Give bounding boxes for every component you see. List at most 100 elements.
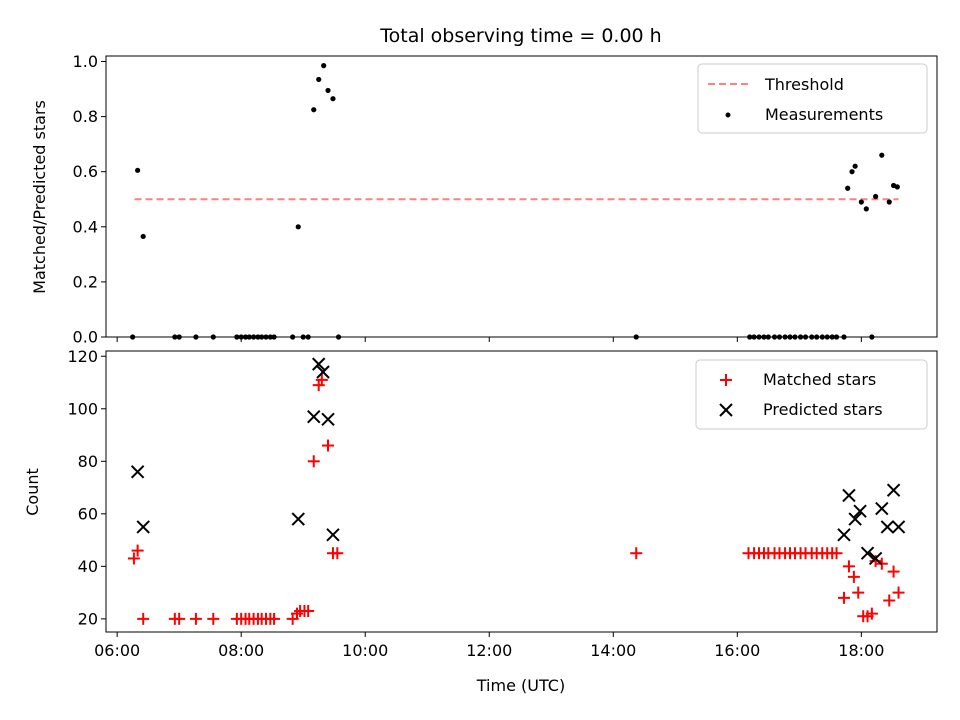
x-tick-label: 16:00 <box>714 641 760 660</box>
bottom-ytick-label: 80 <box>78 452 98 471</box>
matched-star-point <box>307 455 320 468</box>
predicted-star-stroke-b <box>307 409 321 424</box>
matched-star-point <box>887 565 900 578</box>
legend-threshold-label: Threshold <box>764 75 844 94</box>
legend-measurements-swatch <box>725 112 731 118</box>
x-tick-label: 18:00 <box>838 641 884 660</box>
chart-title: Total observing time = 0.00 h <box>379 25 661 47</box>
measurement-point <box>894 184 900 190</box>
matched-star-point <box>322 439 335 452</box>
measurement-point <box>886 199 892 205</box>
bottom-ytick-label: 40 <box>78 557 98 576</box>
matched-star-point <box>173 612 186 625</box>
top-ytick-label: 0.2 <box>73 272 98 291</box>
predicted-star-stroke-b <box>891 520 906 534</box>
predicted-star-stroke-b <box>853 504 867 518</box>
measurement-point <box>849 169 855 175</box>
predicted-star-point <box>848 512 862 526</box>
matched-star-point <box>127 552 140 565</box>
legend-measurements-label: Measurements <box>765 105 883 124</box>
predicted-star-point <box>868 551 883 566</box>
predicted-star-stroke-b <box>326 528 340 542</box>
matched-star-point <box>865 607 878 620</box>
matched-star-point <box>830 547 843 560</box>
bottom-legend: Matched stars Predicted stars <box>695 359 928 430</box>
matched-star-point <box>302 604 315 617</box>
legend-matched-swatch <box>720 374 732 386</box>
bottom-plot-marks <box>127 357 906 625</box>
x-tick-label: 10:00 <box>342 641 388 660</box>
predicted-star-stroke-b <box>316 365 330 379</box>
measurement-point <box>316 76 322 83</box>
matched-star-point <box>137 612 150 625</box>
measurement-point <box>140 233 146 240</box>
predicted-star-point <box>307 409 321 424</box>
predicted-star-stroke-b <box>860 546 875 560</box>
predicted-star-stroke-b <box>842 488 856 503</box>
matched-star-point <box>847 570 860 583</box>
matched-star-point <box>331 547 344 560</box>
predicted-star-stroke-b <box>136 520 150 534</box>
predicted-star-point <box>136 520 150 534</box>
matched-star-point <box>837 591 850 604</box>
bottom-ytick-label: 120 <box>67 347 98 366</box>
top-panel: 0.0 0.2 0.4 0.6 0.8 1.0 Matched/Predicted sta… <box>30 52 938 347</box>
legend-predicted-label: Predicted stars <box>763 400 883 419</box>
predicted-star-point <box>291 512 305 526</box>
predicted-star-point <box>842 488 856 503</box>
legend-matched-label: Matched stars <box>763 370 876 389</box>
predicted-star-stroke-b <box>868 551 883 566</box>
measurement-point <box>879 152 885 158</box>
top-ytick-label: 0.8 <box>73 107 98 126</box>
predicted-star-stroke-b <box>848 512 862 526</box>
measurement-point <box>321 63 327 69</box>
matched-star-point <box>315 373 328 386</box>
legend-predicted-swatch <box>719 403 733 417</box>
top-ytick-label: 1.0 <box>73 52 98 71</box>
matched-star-point <box>189 612 202 625</box>
matched-star-point <box>268 612 281 625</box>
predicted-star-point <box>316 365 330 379</box>
predicted-star-stroke-b <box>880 520 895 534</box>
x-axis-label: Time (UTC) <box>476 676 565 695</box>
predicted-star-stroke-b <box>837 528 851 542</box>
bottom-ytick-label: 60 <box>78 504 98 523</box>
matched-star-point <box>892 586 905 599</box>
x-tick-label: 14:00 <box>590 641 636 660</box>
x-tick-label: 08:00 <box>218 641 264 660</box>
matched-star-point <box>852 586 865 599</box>
predicted-star-stroke-b <box>886 483 901 497</box>
top-plot-frame <box>105 55 938 338</box>
matched-star-point <box>131 544 144 557</box>
top-ytick-label: 0.4 <box>73 217 98 236</box>
predicted-star-stroke-b <box>291 512 305 526</box>
bottom-x-axis-ticks: 06:00 08:00 10:00 12:00 14:00 16:00 18:00 <box>94 632 884 660</box>
bottom-plot-frame <box>105 350 938 633</box>
matched-star-point <box>883 594 896 607</box>
x-tick-label: 06:00 <box>94 641 140 660</box>
predicted-star-stroke-b <box>130 465 145 479</box>
predicted-star-point <box>875 501 889 516</box>
predicted-star-point <box>853 504 867 518</box>
top-y-axis-label: Matched/Predicted stars <box>30 100 49 294</box>
matched-star-point <box>207 612 220 625</box>
top-x-axis-ticks <box>116 337 862 342</box>
predicted-star-point <box>837 528 851 542</box>
predicted-star-point <box>326 528 340 542</box>
measurement-point <box>135 167 141 173</box>
predicted-star-point <box>312 357 326 371</box>
predicted-star-point <box>321 412 335 426</box>
bottom-ytick-label: 20 <box>78 609 98 628</box>
measurement-point <box>845 185 851 191</box>
measurement-point <box>852 163 858 169</box>
top-legend: Threshold Measurements <box>697 63 928 134</box>
bottom-y-axis-ticks: 20 40 60 80 100 120 <box>67 347 106 628</box>
bottom-y-axis-label: Count <box>23 468 42 516</box>
predicted-star-point <box>886 483 901 497</box>
measurement-point <box>873 193 879 200</box>
matched-star-point <box>630 547 643 560</box>
top-plot-marks <box>130 63 900 340</box>
top-y-axis-ticks: 0.0 0.2 0.4 0.6 0.8 1.0 <box>73 52 106 347</box>
top-legend-box <box>697 63 928 134</box>
